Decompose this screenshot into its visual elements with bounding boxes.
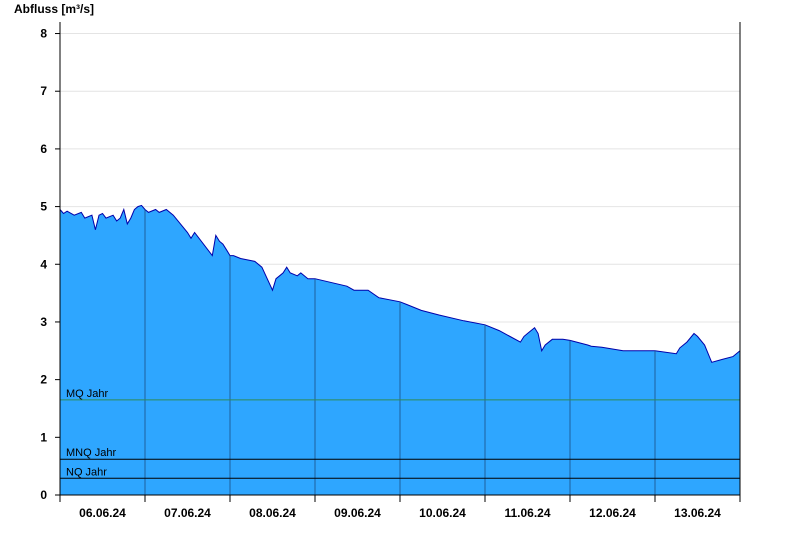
ref-label-mq-jahr: MQ Jahr <box>66 388 109 400</box>
x-tick-label-12.06.24: 12.06.24 <box>589 506 636 520</box>
y-tick-label-7: 7 <box>40 84 47 98</box>
ref-label-mnq-jahr: MNQ Jahr <box>66 447 116 459</box>
y-tick-label-1: 1 <box>40 430 47 444</box>
axis-layer: 0 1 2 3 4 5 6 7 8 06.06.24 07.06.24 08.06.24 09.06.2… <box>40 22 741 520</box>
y-tick-label-4: 4 <box>40 257 47 271</box>
y-axis-label: Abfluss [m³/s] <box>14 2 94 16</box>
x-tick-label-13.06.24: 13.06.24 <box>674 506 721 520</box>
reference-lines-layer: MQ Jahr MNQ Jahr NQ Jahr <box>60 388 740 479</box>
discharge-line <box>59 204 741 363</box>
ref-label-nq-jahr: NQ Jahr <box>66 466 107 478</box>
y-tick-label-5: 5 <box>40 200 47 214</box>
y-tick-label-6: 6 <box>40 142 47 156</box>
y-tick-label-8: 8 <box>40 27 47 41</box>
y-tick-label-3: 3 <box>40 315 47 329</box>
x-tick-label-10.06.24: 10.06.24 <box>419 506 466 520</box>
x-tick-label-08.06.24: 08.06.24 <box>249 506 296 520</box>
y-tick-label-2: 2 <box>40 373 47 387</box>
x-tick-label-07.06.24: 07.06.24 <box>164 506 211 520</box>
x-tick-label-11.06.24: 11.06.24 <box>504 506 550 520</box>
y-tick-label-0: 0 <box>40 488 47 502</box>
x-tick-label-09.06.24: 09.06.24 <box>334 506 381 520</box>
x-tick-label-06.06.24: 06.06.24 <box>79 506 126 520</box>
